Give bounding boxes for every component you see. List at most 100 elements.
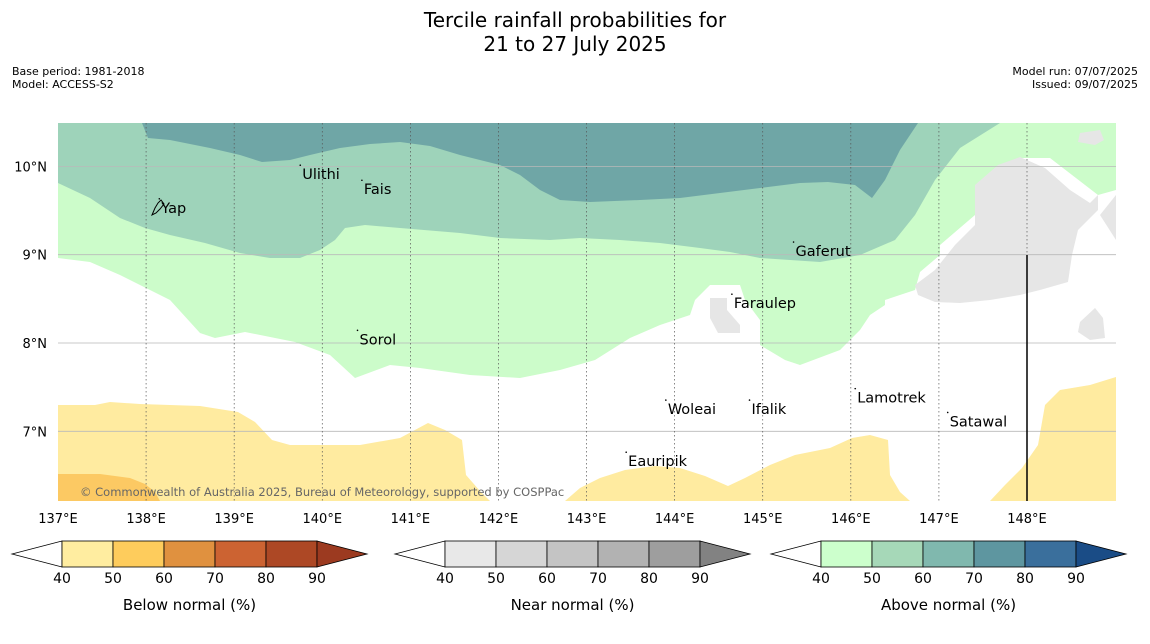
lat-tick-label: 9°N <box>23 249 48 264</box>
place-label: Woleai <box>668 402 716 418</box>
colorbar-tick-label: 60 <box>538 571 556 587</box>
below-normal-40-west <box>58 402 490 501</box>
colorbar-under-triangle <box>769 540 822 568</box>
colorbar: 40 50 60 70 80 90 Above normal (%) <box>769 540 1128 614</box>
place-label: Faraulep <box>734 296 796 312</box>
near-normal-40-east <box>1100 195 1116 240</box>
lon-tick-label: 143°E <box>567 512 607 527</box>
place-label: Gaferut <box>796 244 851 260</box>
lon-tick-label: 144°E <box>655 512 695 527</box>
colorbar-tick-label: 40 <box>812 571 830 587</box>
colorbar-tick-label: 40 <box>436 571 454 587</box>
lon-tick-label: 140°E <box>303 512 343 527</box>
base-period: Base period: 1981-2018 <box>12 65 145 78</box>
colorbar-segment <box>495 540 548 568</box>
colorbar-legends: 40 50 60 70 80 90 Below normal (%) 40 50 60 70 80 90… <box>10 540 1128 614</box>
meta-right: Model run: 07/07/2025 Issued: 09/07/2025 <box>1012 65 1138 91</box>
colorbar-segment <box>871 540 924 568</box>
lon-tick-label: 142°E <box>479 512 519 527</box>
colorbar-tick-label: 70 <box>965 571 983 587</box>
place-marker <box>946 411 949 414</box>
place-marker <box>625 451 627 454</box>
place-marker <box>361 179 363 182</box>
place-label: Yap <box>160 201 186 217</box>
colorbar-tick-label: 60 <box>914 571 932 587</box>
place-label: Lamotrek <box>857 391 926 407</box>
place-labels: Yap Ulithi Fais Gaferut Faraulep Sorol Woleai I… <box>158 164 1007 470</box>
place-marker <box>665 399 667 401</box>
colorbar-segment <box>597 540 650 568</box>
colorbar-segment <box>973 540 1026 568</box>
lon-tick-label: 137°E <box>38 512 78 527</box>
map-plot: Yap Ulithi Fais Gaferut Faraulep Sorol Woleai I… <box>58 123 1116 501</box>
near-normal-40-small-southeast <box>1078 308 1105 340</box>
colorbar-over-triangle <box>699 540 752 568</box>
place-marker <box>158 197 161 200</box>
colorbar-tick-label: 50 <box>863 571 881 587</box>
colorbar-segment <box>214 540 267 568</box>
colorbar-under-triangle <box>393 540 446 568</box>
meta-left: Base period: 1981-2018 Model: ACCESS-S2 <box>12 65 144 91</box>
yap-island-shape <box>151 199 165 217</box>
place-label: Eauripik <box>628 454 687 470</box>
place-label: Satawal <box>950 414 1007 430</box>
colorbar-over-triangle <box>316 540 369 568</box>
lon-tick-label: 141°E <box>391 512 431 527</box>
below-normal-50-region <box>58 474 160 501</box>
lon-tick-label: 148°E <box>1007 512 1047 527</box>
colorbar: 40 50 60 70 80 90 Near normal (%) <box>393 540 752 614</box>
colorbar-segment <box>444 540 497 568</box>
colorbar-title: Near normal (%) <box>511 596 635 614</box>
place-marker <box>792 241 795 243</box>
issued-date: Issued: 09/07/2025 <box>1031 78 1138 91</box>
lon-tick-label: 146°E <box>831 512 871 527</box>
near-normal-40-small-north <box>1078 130 1104 145</box>
longitude-grid <box>145 123 1028 501</box>
colorbar-segment <box>61 540 114 568</box>
lat-tick-label: 10°N <box>14 160 47 175</box>
colorbar-tick-label: 90 <box>691 571 709 587</box>
lat-tick-label: 7°N <box>23 425 48 440</box>
colorbar-tick-label: 50 <box>487 571 505 587</box>
model-name: Model: ACCESS-S2 <box>12 78 114 91</box>
colorbar: 40 50 60 70 80 90 Below normal (%) <box>10 540 369 614</box>
title-line-2: 21 to 27 July 2025 <box>483 32 667 56</box>
below-normal-40-east <box>990 377 1116 501</box>
colorbar-segment <box>163 540 216 568</box>
place-marker <box>854 387 857 390</box>
place-label: Sorol <box>360 332 397 348</box>
place-marker <box>356 329 359 332</box>
colorbar-tick-label: 80 <box>640 571 658 587</box>
colorbar-segment <box>1024 540 1077 568</box>
colorbar-tick-label: 70 <box>206 571 224 587</box>
colorbar-tick-label: 80 <box>257 571 275 587</box>
colorbar-tick-label: 90 <box>308 571 326 587</box>
colorbar-segment <box>265 540 318 568</box>
colorbar-title: Above normal (%) <box>881 596 1016 614</box>
above-normal-70-region <box>142 123 918 202</box>
colorbar-under-triangle <box>10 540 63 568</box>
title-line-1: Tercile rainfall probabilities for <box>423 8 727 32</box>
lon-tick-label: 147°E <box>919 512 959 527</box>
colorbar-title: Below normal (%) <box>123 596 256 614</box>
colorbar-segment <box>112 540 165 568</box>
lon-tick-label: 138°E <box>126 512 166 527</box>
place-label: Ifalik <box>752 402 787 418</box>
near-normal-40-region <box>915 157 1098 303</box>
colorbar-tick-label: 60 <box>155 571 173 587</box>
longitude-tick-labels: 137°E 138°E 139°E 140°E 141°E 142°E 143°E 144°E… <box>38 512 1047 527</box>
colorbar-tick-label: 40 <box>53 571 71 587</box>
lat-tick-label: 8°N <box>23 337 48 352</box>
colorbar-segment <box>648 540 701 568</box>
chart-title: Tercile rainfall probabilities for 21 to… <box>0 8 1150 56</box>
model-run: Model run: 07/07/2025 <box>1012 65 1138 78</box>
place-label: Fais <box>364 182 391 198</box>
colorbar-segment <box>922 540 975 568</box>
colorbar-tick-label: 70 <box>589 571 607 587</box>
colorbar-segment <box>546 540 599 568</box>
latitude-tick-labels: 10°N 9°N 8°N 7°N <box>14 160 47 440</box>
place-marker <box>748 399 751 401</box>
near-normal-40-faraulep <box>710 298 740 333</box>
colorbar-tick-label: 50 <box>104 571 122 587</box>
place-marker <box>731 293 733 295</box>
